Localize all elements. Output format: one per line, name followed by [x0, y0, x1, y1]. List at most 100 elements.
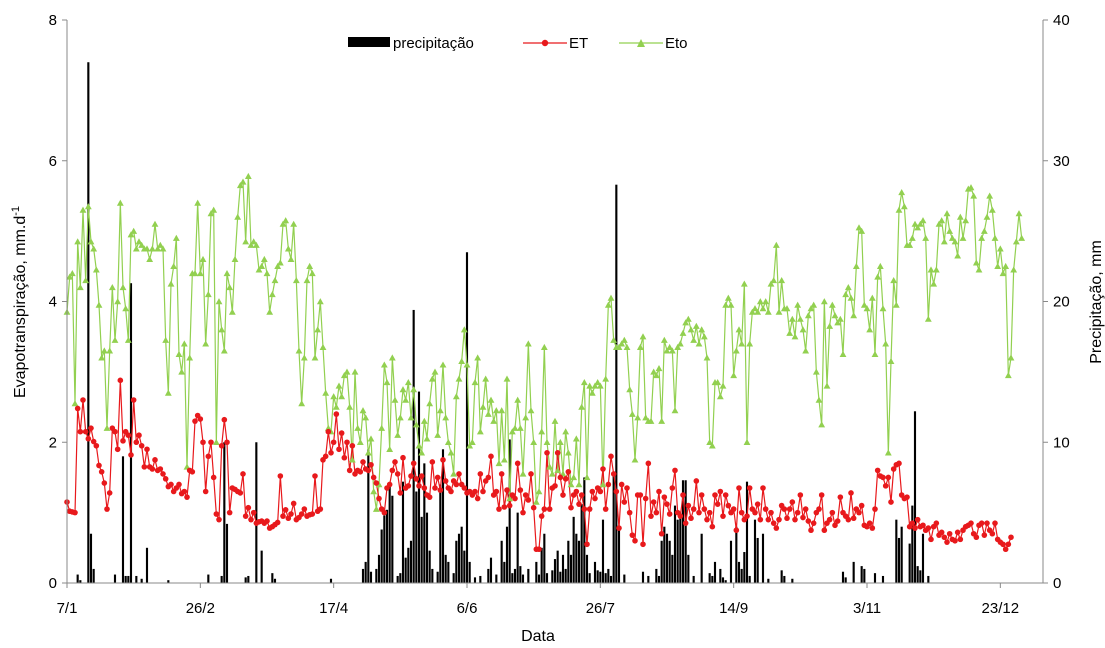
- et-point: [456, 471, 462, 477]
- eto-point: [380, 361, 388, 368]
- eto-point: [444, 438, 452, 445]
- precipitation-bar: [593, 561, 597, 583]
- et-point: [698, 492, 705, 498]
- eto-point: [226, 284, 234, 291]
- precipitation-bar: [913, 411, 917, 583]
- et-point: [498, 471, 505, 477]
- et-point: [530, 504, 537, 511]
- eto-point: [663, 347, 671, 354]
- eto-point: [570, 474, 578, 481]
- et-point: [341, 454, 348, 461]
- et-point: [693, 478, 700, 484]
- eto-point: [607, 294, 615, 301]
- eto-point: [951, 238, 959, 245]
- eto-point: [588, 389, 596, 396]
- et-point: [85, 435, 92, 442]
- precipitation-bar: [223, 442, 226, 583]
- eto-point: [426, 400, 434, 407]
- et-point: [941, 534, 948, 541]
- precipitation-bar: [647, 575, 650, 583]
- eto-point: [412, 421, 420, 428]
- left-y-tick-label: 4: [49, 294, 57, 311]
- eto-point: [834, 319, 842, 326]
- eto-point: [868, 294, 876, 301]
- eto-point: [319, 343, 327, 350]
- eto-point: [855, 224, 863, 231]
- et-point: [360, 459, 366, 465]
- et-point: [896, 460, 902, 467]
- precipitation-bar: [361, 568, 365, 583]
- et-point: [912, 525, 918, 531]
- eto-point: [234, 213, 242, 220]
- precipitation-bar: [543, 533, 546, 583]
- eto-point: [850, 312, 858, 319]
- eto-point: [975, 266, 983, 273]
- eto-point: [882, 340, 890, 347]
- eto-point: [730, 371, 738, 379]
- eto-point: [962, 217, 970, 224]
- eto-point: [812, 368, 820, 375]
- et-point: [784, 515, 790, 522]
- eto-point: [847, 294, 855, 301]
- precipitation-bar: [580, 504, 583, 583]
- et-point: [624, 485, 630, 491]
- et-point: [506, 502, 513, 509]
- eto-point: [151, 220, 159, 227]
- et-point: [208, 439, 214, 446]
- eto-point: [623, 343, 631, 350]
- eto-point: [586, 382, 594, 389]
- eto-point: [959, 234, 967, 241]
- et-point: [938, 529, 945, 536]
- eto-point: [346, 403, 354, 410]
- et-point: [357, 469, 364, 475]
- precipitation-bar: [457, 533, 461, 583]
- eto-point: [90, 245, 98, 252]
- eto-point: [108, 284, 116, 291]
- eto-point: [783, 305, 791, 312]
- eto-point: [522, 414, 530, 421]
- et-point: [925, 525, 932, 531]
- et-point: [290, 500, 297, 507]
- precipitation-bar: [428, 550, 431, 583]
- eto-point: [348, 456, 356, 463]
- precipitation-bar: [489, 557, 493, 583]
- et-point: [816, 506, 822, 512]
- et-point: [240, 471, 246, 477]
- x-tick-label: 23/12: [982, 600, 1020, 617]
- eto-point: [492, 407, 500, 414]
- et-point: [101, 480, 108, 486]
- et-point: [1008, 534, 1014, 541]
- et-point: [250, 509, 257, 516]
- et-point: [328, 450, 334, 456]
- et-point: [837, 494, 844, 500]
- precipitation-bar: [692, 575, 695, 583]
- eto-point: [458, 357, 466, 365]
- et-point: [168, 481, 174, 488]
- eto-point: [436, 407, 444, 414]
- eto-point: [308, 269, 316, 277]
- et-point: [141, 464, 148, 470]
- et-point: [389, 467, 396, 474]
- et-point: [413, 476, 420, 482]
- eto-point: [591, 382, 599, 389]
- et-point: [90, 438, 97, 445]
- eto-point: [679, 329, 687, 336]
- eto-point: [826, 322, 834, 329]
- et-point: [552, 483, 558, 489]
- precipitation-bar: [527, 568, 530, 583]
- eto-point: [92, 266, 100, 273]
- et-point: [600, 466, 606, 472]
- et-point: [706, 509, 713, 516]
- precipitation-bar: [559, 571, 562, 583]
- precipitation-bar: [708, 573, 711, 583]
- eto-point: [279, 220, 287, 227]
- et-point: [461, 485, 468, 491]
- eto-point: [674, 343, 682, 350]
- et-point: [434, 474, 441, 481]
- precipitation-bar: [207, 574, 210, 583]
- eto-point: [404, 379, 412, 386]
- eto-point: [255, 266, 263, 273]
- eto-point: [340, 371, 348, 379]
- eto-point: [532, 498, 540, 505]
